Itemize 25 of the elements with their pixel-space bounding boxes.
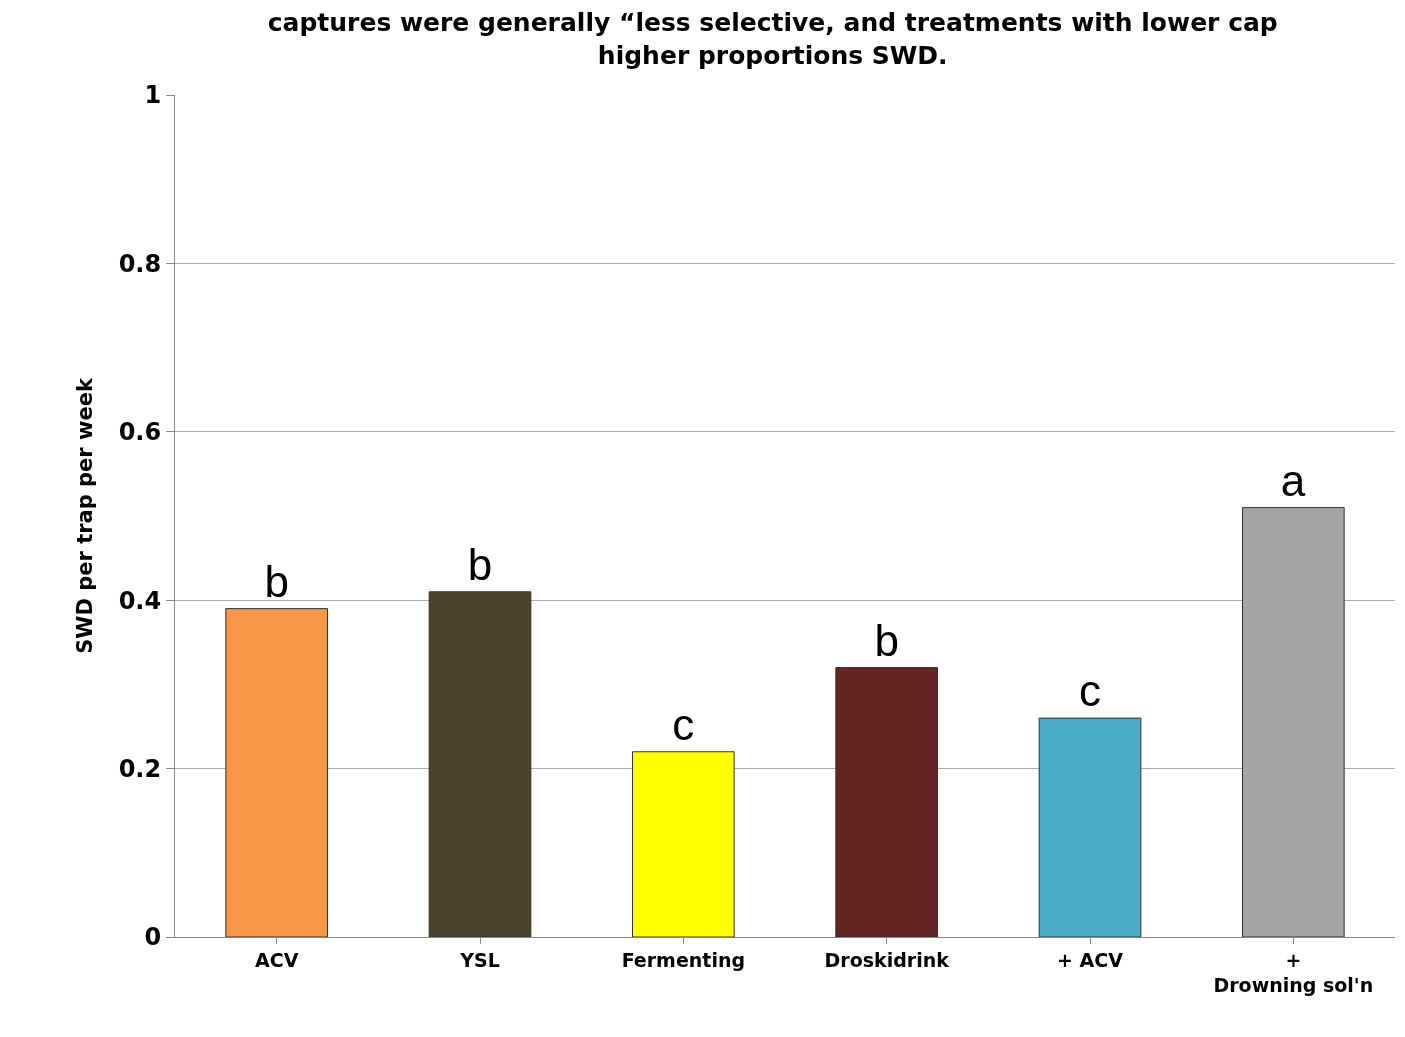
bar [1038, 717, 1142, 937]
y-axis-title: SWD per trap per week [72, 377, 97, 654]
y-tick-label: 0.6 [118, 418, 162, 447]
y-tick-label: 0.8 [118, 249, 162, 278]
y-tick-label: 1 [144, 81, 162, 110]
bar [835, 667, 938, 937]
data-label: a [1280, 455, 1306, 505]
x-tick-label: YSL [459, 948, 500, 971]
data-label: b [467, 539, 493, 589]
data-label: c [672, 699, 695, 749]
bar [428, 591, 532, 937]
chart-title: captures were generally “less selective, and treatments with lower cap higher proportions SWD. [267, 8, 1278, 70]
data-label: b [874, 615, 899, 665]
x-tick-label: Fermenting [621, 948, 746, 971]
bar [632, 751, 735, 937]
data-label: b [264, 556, 289, 606]
y-tick-label: 0.4 [118, 586, 162, 615]
y-tick-label: 0.2 [118, 755, 162, 783]
x-tick-label: + ACV [1057, 948, 1124, 971]
data-label: c [1079, 666, 1101, 716]
x-tick-label: Droskidrink [824, 948, 950, 971]
y-tick-label: 0 [144, 923, 162, 952]
x-tick-label: ACV [254, 948, 299, 971]
bar [225, 608, 328, 937]
x-tick-label: + Drowning sol'n [1213, 948, 1374, 996]
